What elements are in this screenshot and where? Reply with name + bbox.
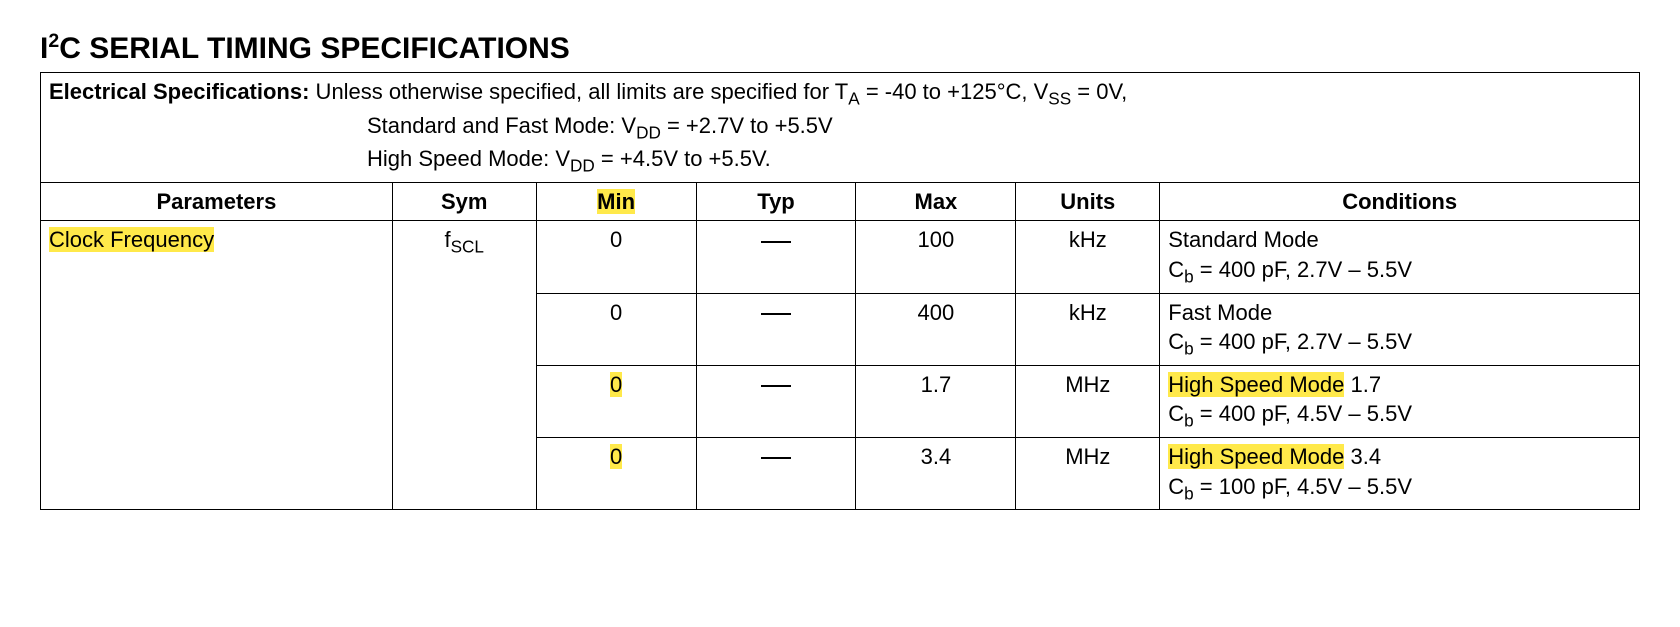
sym-sub: SCL — [451, 237, 484, 257]
units-cell: kHz — [1016, 221, 1160, 293]
typ-cell — [696, 365, 856, 437]
min-cell: 0 — [536, 438, 696, 510]
spec-table: Electrical Specifications: Unless otherw… — [40, 72, 1640, 510]
intro-line2-a: Standard and Fast Mode: V — [367, 113, 636, 138]
min-value: 0 — [610, 300, 622, 325]
min-value: 0 — [610, 372, 622, 397]
intro-line1-mid: = -40 to +125°C, V — [860, 79, 1049, 104]
cond-cb-sub: b — [1184, 411, 1194, 431]
cond-cell: Standard Mode Cb = 400 pF, 2.7V – 5.5V — [1160, 221, 1640, 293]
max-cell: 1.7 — [856, 365, 1016, 437]
cond-cb-sub: b — [1184, 339, 1194, 359]
param-cell-cont — [41, 365, 393, 437]
cond-cb-pre: C — [1168, 329, 1184, 354]
cond-cell: High Speed Mode 1.7 Cb = 400 pF, 4.5V – … — [1160, 365, 1640, 437]
col-parameters: Parameters — [41, 182, 393, 221]
intro-line2: Standard and Fast Mode: VDD = +2.7V to +… — [49, 111, 1631, 145]
data-row: Clock Frequency fSCL 0 100 kHz Standard … — [41, 221, 1640, 293]
cond-cb-sub: b — [1184, 266, 1194, 286]
intro-cell: Electrical Specifications: Unless otherw… — [41, 73, 1640, 183]
cond-cell: High Speed Mode 3.4 Cb = 100 pF, 4.5V – … — [1160, 438, 1640, 510]
units-cell: MHz — [1016, 365, 1160, 437]
typ-cell — [696, 221, 856, 293]
intro-label: Electrical Specifications: — [49, 79, 309, 104]
em-dash-icon — [761, 457, 792, 459]
em-dash-icon — [761, 385, 792, 387]
intro-line3-sub: DD — [570, 155, 595, 175]
col-max: Max — [856, 182, 1016, 221]
cond-line1-extra: 1.7 — [1344, 372, 1381, 397]
intro-line1: Electrical Specifications: Unless otherw… — [49, 79, 1127, 104]
title-super: 2 — [48, 30, 59, 52]
cond-line1: Fast Mode — [1168, 300, 1272, 325]
cond-line1: High Speed Mode — [1168, 372, 1344, 397]
sym-cell-cont — [392, 438, 536, 510]
intro-line1-sub2: SS — [1048, 88, 1071, 108]
cond-line1: Standard Mode — [1168, 227, 1318, 252]
param-cell: Clock Frequency — [41, 221, 393, 293]
cond-cb-pre: C — [1168, 257, 1184, 282]
col-min: Min — [536, 182, 696, 221]
cond-line2-rest: = 400 pF, 2.7V – 5.5V — [1194, 329, 1412, 354]
em-dash-icon — [761, 241, 792, 243]
units-cell: MHz — [1016, 438, 1160, 510]
em-dash-icon — [761, 313, 792, 315]
min-cell: 0 — [536, 365, 696, 437]
cond-cb-sub: b — [1184, 483, 1194, 503]
title-rest: C SERIAL TIMING SPECIFICATIONS — [59, 32, 570, 65]
max-cell: 400 — [856, 293, 1016, 365]
typ-cell — [696, 293, 856, 365]
param-cell-cont — [41, 293, 393, 365]
cond-cell: Fast Mode Cb = 400 pF, 2.7V – 5.5V — [1160, 293, 1640, 365]
section-title: I2C SERIAL TIMING SPECIFICATIONS — [40, 30, 1640, 66]
data-row: 0 400 kHz Fast Mode Cb = 400 pF, 2.7V – … — [41, 293, 1640, 365]
intro-line3-a: High Speed Mode: V — [367, 146, 570, 171]
col-sym: Sym — [392, 182, 536, 221]
intro-line2-b: = +2.7V to +5.5V — [661, 113, 833, 138]
col-conditions: Conditions — [1160, 182, 1640, 221]
data-row: 0 1.7 MHz High Speed Mode 1.7 Cb = 400 p… — [41, 365, 1640, 437]
intro-line3-b: = +4.5V to +5.5V. — [595, 146, 771, 171]
param-cell-cont — [41, 438, 393, 510]
units-cell: kHz — [1016, 293, 1160, 365]
cond-cb-pre: C — [1168, 474, 1184, 499]
typ-cell — [696, 438, 856, 510]
intro-line1-rest: Unless otherwise specified, all limits a… — [309, 79, 848, 104]
param-label: Clock Frequency — [49, 227, 214, 252]
cond-line1: High Speed Mode — [1168, 444, 1344, 469]
sym-cell-cont — [392, 365, 536, 437]
col-typ: Typ — [696, 182, 856, 221]
max-cell: 3.4 — [856, 438, 1016, 510]
cond-line2-rest: = 100 pF, 4.5V – 5.5V — [1194, 474, 1412, 499]
cond-line1-extra: 3.4 — [1344, 444, 1381, 469]
sym-cell-cont — [392, 293, 536, 365]
col-min-label: Min — [597, 189, 635, 214]
min-value: 0 — [610, 444, 622, 469]
header-row: Parameters Sym Min Typ Max Units Conditi… — [41, 182, 1640, 221]
min-cell: 0 — [536, 293, 696, 365]
intro-line1-end: = 0V, — [1071, 79, 1127, 104]
intro-line3: High Speed Mode: VDD = +4.5V to +5.5V. — [49, 144, 1631, 178]
min-cell: 0 — [536, 221, 696, 293]
sym-cell: fSCL — [392, 221, 536, 293]
max-cell: 100 — [856, 221, 1016, 293]
intro-line1-sub1: A — [848, 88, 859, 108]
data-row: 0 3.4 MHz High Speed Mode 3.4 Cb = 100 p… — [41, 438, 1640, 510]
intro-row: Electrical Specifications: Unless otherw… — [41, 73, 1640, 183]
col-units: Units — [1016, 182, 1160, 221]
intro-line2-sub: DD — [636, 122, 661, 142]
min-value: 0 — [610, 227, 622, 252]
cond-line2-rest: = 400 pF, 2.7V – 5.5V — [1194, 257, 1412, 282]
cond-line2-rest: = 400 pF, 4.5V – 5.5V — [1194, 401, 1412, 426]
cond-cb-pre: C — [1168, 401, 1184, 426]
